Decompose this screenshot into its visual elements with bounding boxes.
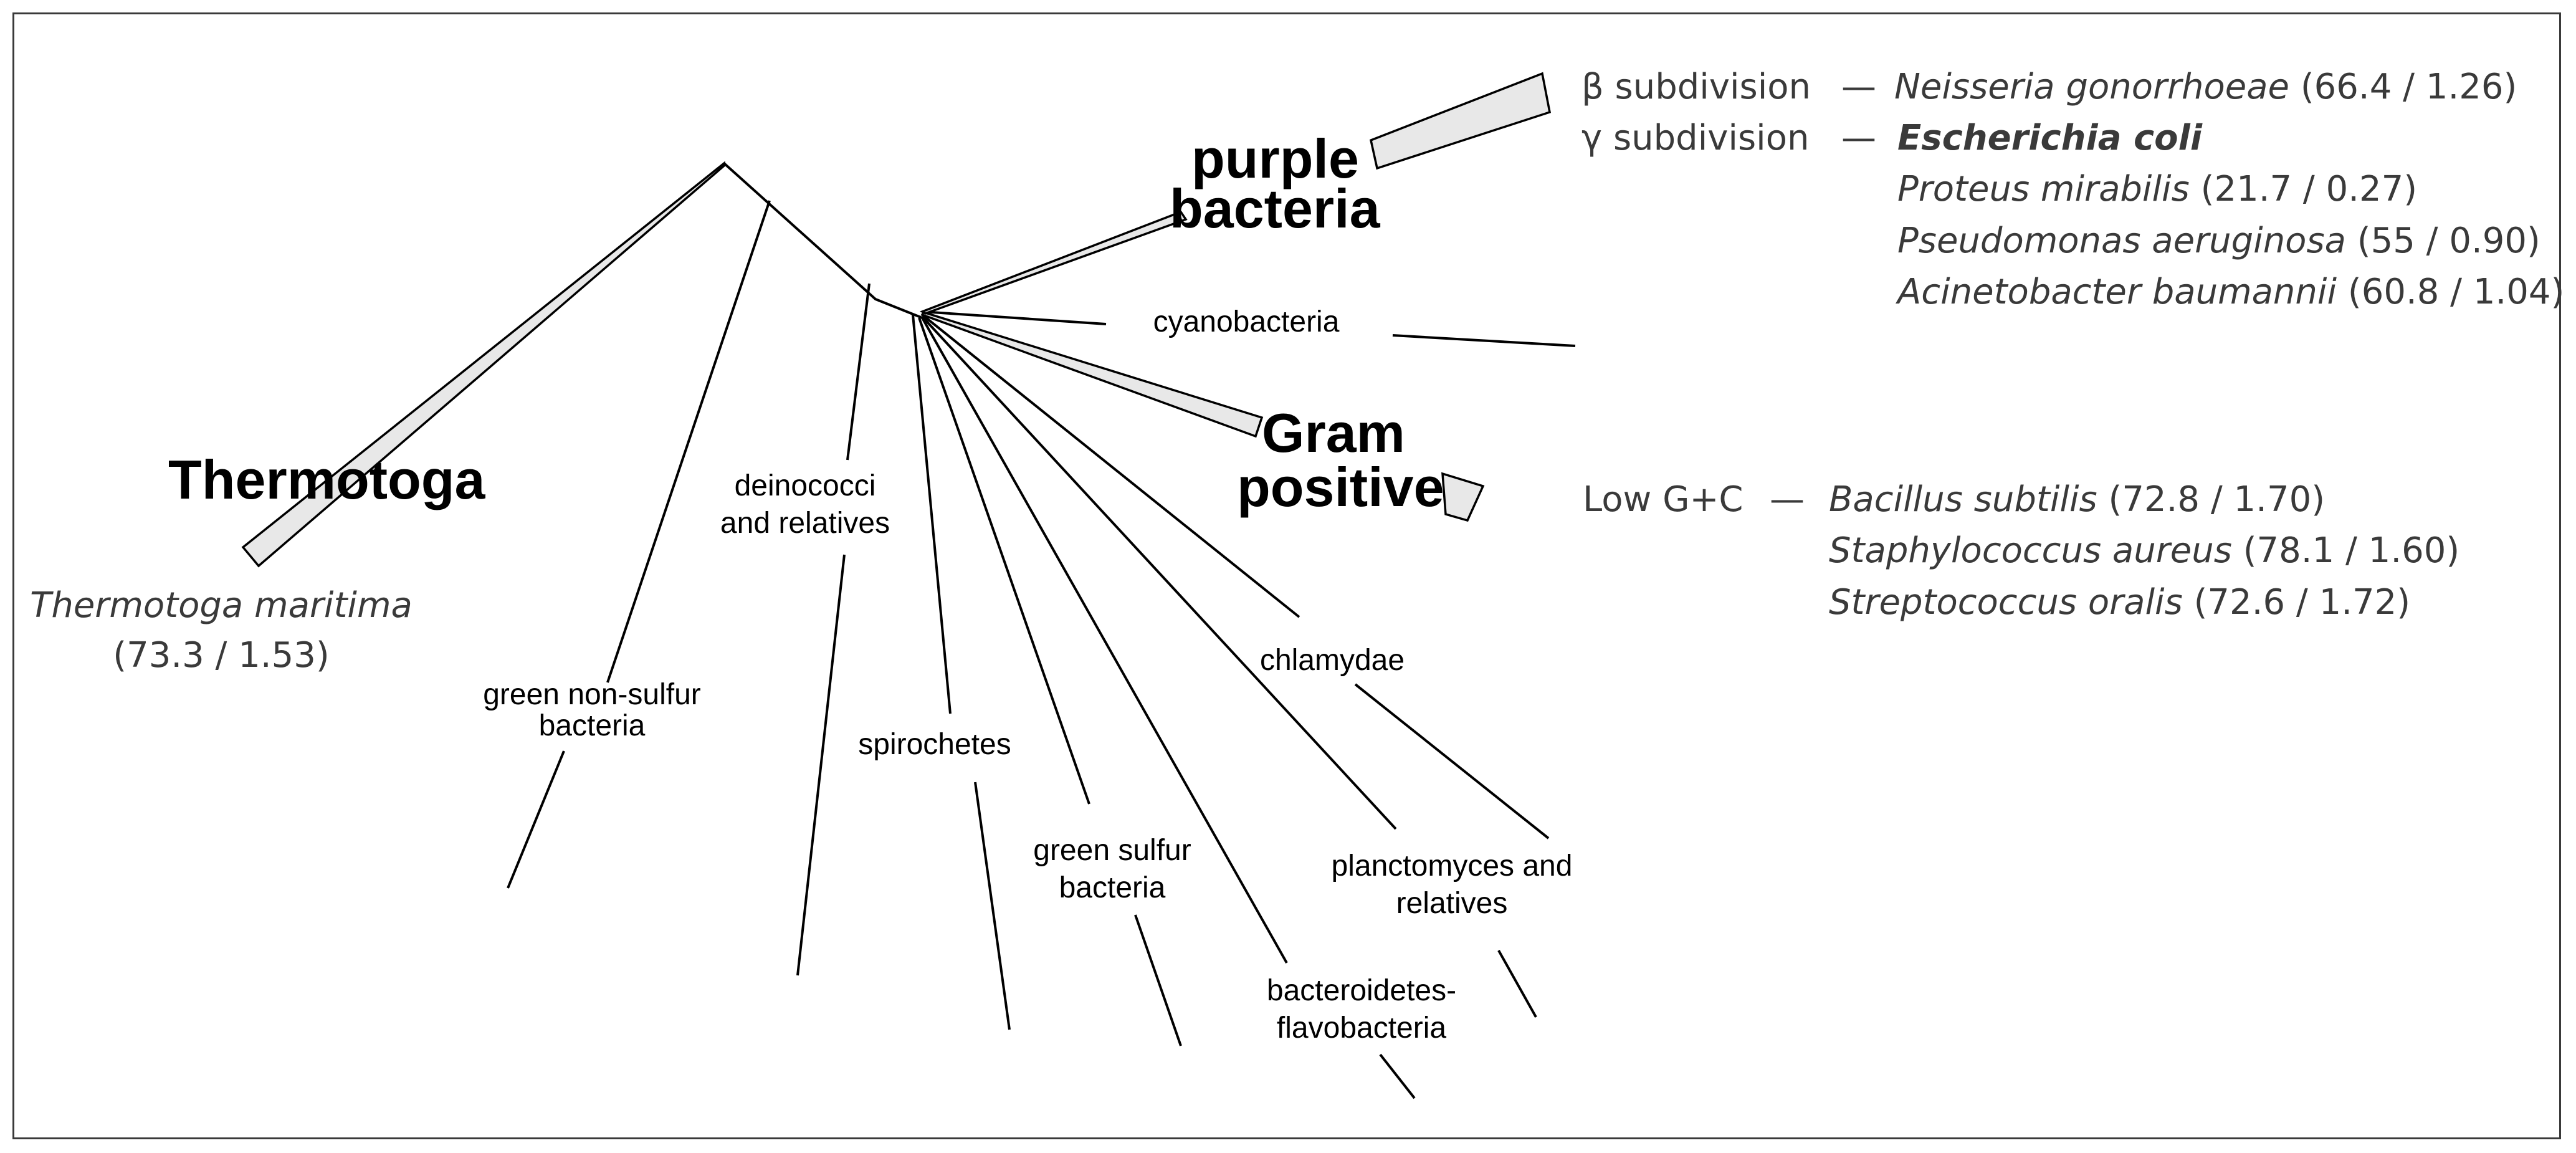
subdivision-low-gc-label: Low G+C <box>1583 479 1744 520</box>
branch-deinococci-tip <box>796 554 846 976</box>
species-row: Streptococcus oralis (72.6 / 1.72) <box>1829 582 2410 623</box>
group-label-spirochetes: spirochetes <box>858 728 1011 761</box>
species-thermotoga-maritima-values: (73.3 / 1.53) <box>113 635 330 676</box>
branch-cyanobacteria <box>922 310 1107 325</box>
species-row: Proteus mirabilis (21.7 / 0.27) <box>1897 169 2417 209</box>
branch-green-sulfur-tip <box>1134 914 1182 1046</box>
subdivision-beta-dash: — <box>1841 67 1876 107</box>
root-branch <box>723 162 923 319</box>
species-row: Pseudomonas aeruginosa (55 / 0.90) <box>1897 221 2540 261</box>
branch-spirochetes <box>912 314 952 714</box>
group-label-planctomyces-1: planctomyces and <box>1332 849 1573 883</box>
group-label-green-sulfur-1: green sulfur <box>1033 834 1191 867</box>
branch-planctomyces-tip <box>1497 950 1537 1018</box>
branch-chlamydae-tip <box>1354 683 1550 840</box>
group-label-planctomyces-2: relatives <box>1396 887 1508 920</box>
group-label-cyanobacteria: cyanobacteria <box>1153 305 1340 338</box>
group-label-bacteroidetes-2: flavobacteria <box>1277 1012 1446 1045</box>
subdivision-beta-label: β subdivision <box>1581 67 1811 107</box>
species-row: Bacillus subtilis (72.8 / 1.70) <box>1829 479 2325 520</box>
group-label-purple-bacteria-1: purple <box>1191 128 1359 189</box>
species-row: Staphylococcus aureus (78.1 / 1.60) <box>1829 530 2459 571</box>
branch-chlamydae <box>921 313 1300 618</box>
group-label-deinococci-1: deinococci <box>735 469 876 502</box>
group-label-gram-positive-1: Gram <box>1262 402 1405 464</box>
branch-spirochetes-tip <box>974 782 1011 1030</box>
subdivision-gamma-dash: — <box>1841 118 1876 158</box>
purple-bacteria-wedge-lower <box>920 210 1188 315</box>
group-label-green-sulfur-2: bacteria <box>1059 871 1166 904</box>
branch-green-sulfur <box>918 317 1090 805</box>
gram-positive-box <box>1441 472 1485 522</box>
branch-green-nonsulfur <box>606 200 771 683</box>
species-thermotoga-maritima: Thermotoga maritima <box>30 585 413 626</box>
species-row: Neisseria gonorrhoeae (66.4 / 1.26) <box>1894 67 2517 107</box>
branch-green-nonsulfur-tip <box>507 750 565 889</box>
group-label-green-nonsulfur-2: bacteria <box>539 709 646 742</box>
group-label-chlamydae: chlamydae <box>1260 644 1405 677</box>
species-escherichia-coli: Escherichia coli <box>1897 118 2203 158</box>
branch-bacteroidetes-tip <box>1379 1053 1416 1099</box>
group-label-gram-positive-2: positive <box>1237 456 1444 518</box>
purple-bacteria-wedge <box>1369 72 1552 170</box>
branch-cyanobacteria-tip <box>1392 334 1576 347</box>
branch-bacteroidetes <box>921 317 1288 964</box>
group-label-green-nonsulfur-1: green non-sulfur <box>483 678 701 711</box>
group-label-purple-bacteria-2: bacteria <box>1170 178 1381 239</box>
group-label-bacteroidetes-1: bacteroidetes- <box>1267 974 1456 1007</box>
branch-planctomyces <box>921 315 1397 830</box>
subdivision-gamma-label: γ subdivision <box>1581 118 1809 158</box>
subdivision-low-gc-dash: — <box>1770 479 1805 520</box>
group-label-thermotoga: Thermotoga <box>168 449 486 510</box>
species-row: Acinetobacter baumannii (60.8 / 1.04) <box>1896 272 2564 312</box>
branch-deinococci <box>846 283 871 461</box>
group-label-deinococci-2: and relatives <box>720 507 890 540</box>
figure-frame <box>12 12 2561 1139</box>
